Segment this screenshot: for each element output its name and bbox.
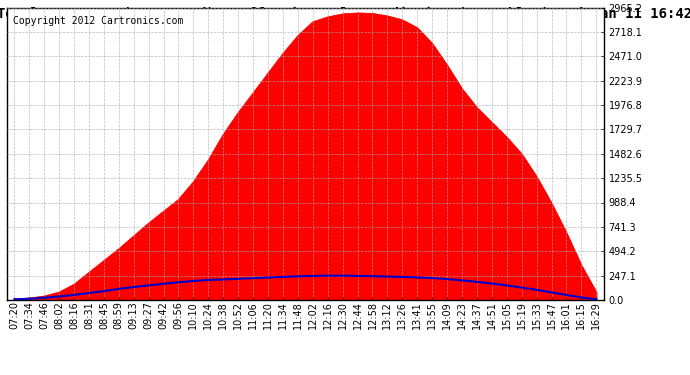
Text: Copyright 2012 Cartronics.com: Copyright 2012 Cartronics.com [13, 16, 184, 26]
Text: Total PV Power (watts red) & Effective Solar Radiation (W/m2 blue) Wed Jan 11 16: Total PV Power (watts red) & Effective S… [0, 7, 690, 21]
